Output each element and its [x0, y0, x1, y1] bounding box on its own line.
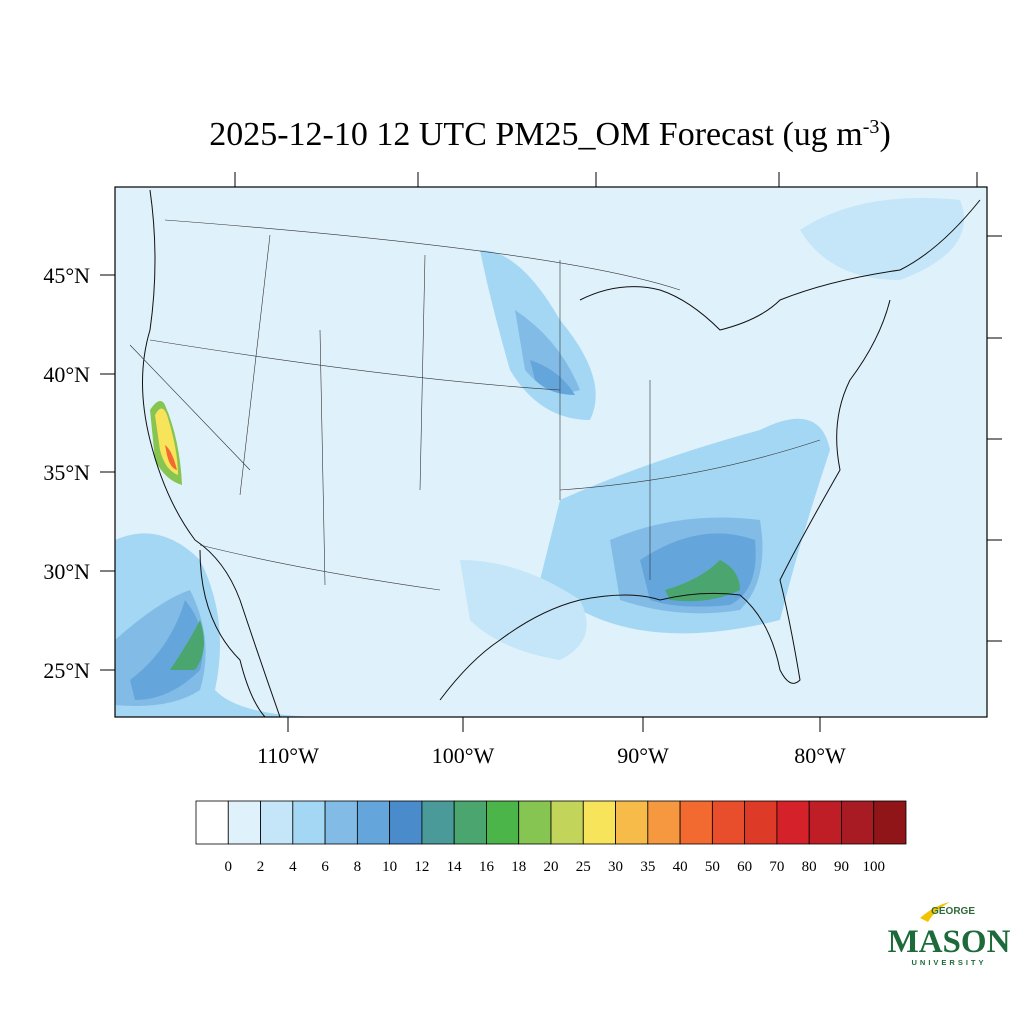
lat-label: 40°N [43, 362, 90, 387]
lon-label: 90°W [617, 743, 669, 768]
colorbar-box [421, 800, 455, 845]
colorbar-label: 4 [289, 859, 297, 875]
colorbar-box [647, 800, 681, 845]
state-line [129, 219, 821, 591]
logo-bottom: UNIVERSITY [911, 958, 986, 967]
colorbar-label: 40 [673, 859, 688, 875]
colorbar-label: 0 [225, 859, 233, 875]
coastline [199, 549, 266, 717]
title-main: 2025-12-10 12 UTC PM25_OM Forecast (ug m [209, 116, 863, 153]
colorbar-box [389, 800, 423, 845]
field [665, 560, 740, 602]
colorbar-box [841, 800, 875, 845]
title: 2025-12-10 12 UTC PM25_OM Forecast (ug m… [209, 116, 891, 153]
colorbar-box [679, 800, 713, 845]
colorbar-label: 80 [802, 859, 817, 875]
field [460, 560, 587, 660]
logo-top: GEORGE [931, 906, 975, 917]
colorbar-box [808, 800, 842, 845]
axis-labels: 45°N 40°N 35°N 30°N 25°N 110°W 100°W 90°W 80°W [43, 263, 846, 768]
lon-label: 110°W [257, 743, 319, 768]
colorbar-label: 2 [257, 859, 265, 875]
map-frame [114, 186, 988, 718]
logo: GEORGE MASON UNIVERSITY [888, 902, 1011, 967]
colorbar-box [260, 800, 294, 845]
title-superscript: -3 [863, 116, 880, 138]
colorbar: 0 2 4 6 8 10 12 14 16 18 20 25 30 35 40 50 60 70 80 90 100 [195, 800, 907, 875]
field [130, 600, 203, 700]
concentration-field [115, 198, 964, 717]
colorbar-label: 100 [862, 859, 885, 875]
colorbar-box [873, 800, 907, 845]
lon-label: 100°W [432, 743, 495, 768]
ticks [100, 172, 1002, 732]
colorbar-box [518, 800, 552, 845]
coastline [439, 299, 891, 701]
colorbar-box [292, 800, 326, 845]
border [579, 199, 981, 331]
colorbar-label: 35 [640, 859, 655, 875]
colorbar-box [550, 800, 584, 845]
colorbar-box [195, 800, 229, 845]
colorbar-box [711, 800, 746, 845]
lat-label: 35°N [43, 460, 90, 485]
lat-label: 25°N [43, 658, 90, 683]
colorbar-box [453, 800, 487, 845]
field [165, 445, 177, 470]
colorbar-box [227, 800, 261, 845]
lon-label: 80°W [794, 743, 846, 768]
colorbar-label: 60 [737, 859, 752, 875]
field [170, 620, 204, 670]
colorbar-label: 70 [769, 859, 784, 875]
colorbar-label: 20 [544, 859, 559, 875]
colorbar-box [356, 800, 391, 845]
map [100, 172, 1002, 732]
logo-name: MASON [888, 924, 1011, 960]
colorbar-label: 30 [608, 859, 623, 875]
lat-label: 45°N [43, 263, 90, 288]
colorbar-box [744, 800, 778, 845]
colorbar-box [324, 800, 358, 845]
colorbar-label: 16 [479, 859, 495, 875]
field [515, 310, 580, 393]
colorbar-box [776, 800, 810, 845]
colorbar-label: 18 [511, 859, 526, 875]
coastline [142, 189, 281, 717]
colorbar-label: 6 [321, 859, 329, 875]
boundaries [129, 189, 981, 717]
colorbar-box [615, 800, 649, 845]
colorbar-label: 50 [705, 859, 720, 875]
colorbar-label: 14 [447, 859, 463, 875]
colorbar-label: 10 [382, 859, 397, 875]
lat-label: 30°N [43, 559, 90, 584]
colorbar-label: 8 [354, 859, 362, 875]
colorbar-label: 12 [414, 859, 429, 875]
field [530, 360, 575, 395]
colorbar-label: 25 [576, 859, 591, 875]
field [800, 198, 964, 280]
colorbar-label: 90 [834, 859, 849, 875]
colorbar-box [582, 800, 616, 845]
title-end: ) [879, 116, 890, 153]
colorbar-box [486, 800, 520, 845]
